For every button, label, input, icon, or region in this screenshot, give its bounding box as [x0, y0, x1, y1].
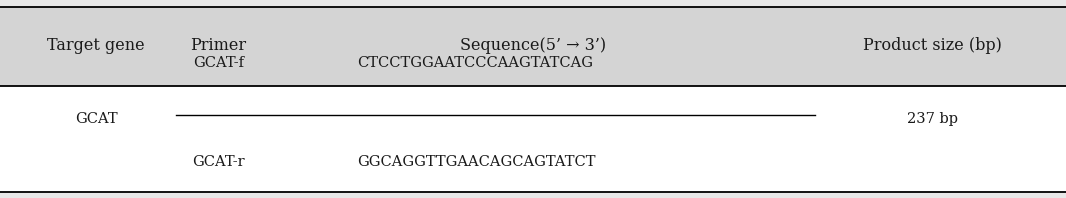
Text: Primer: Primer [191, 37, 246, 54]
Text: Product size (bp): Product size (bp) [863, 37, 1002, 54]
Text: CTCCTGGAATCCCAAGTATCAG: CTCCTGGAATCCCAAGTATCAG [357, 56, 593, 70]
Text: GCAT: GCAT [75, 112, 117, 126]
Text: GGCAGGTTGAACAGCAGTATCT: GGCAGGTTGAACAGCAGTATCT [357, 155, 596, 169]
FancyBboxPatch shape [0, 7, 1066, 86]
Text: Sequence(5’ → 3’): Sequence(5’ → 3’) [459, 37, 607, 54]
FancyBboxPatch shape [0, 86, 1066, 192]
Text: Target gene: Target gene [47, 37, 145, 54]
Text: GCAT-r: GCAT-r [192, 155, 245, 169]
Text: 237 bp: 237 bp [907, 112, 958, 126]
Text: GCAT-f: GCAT-f [193, 56, 244, 70]
